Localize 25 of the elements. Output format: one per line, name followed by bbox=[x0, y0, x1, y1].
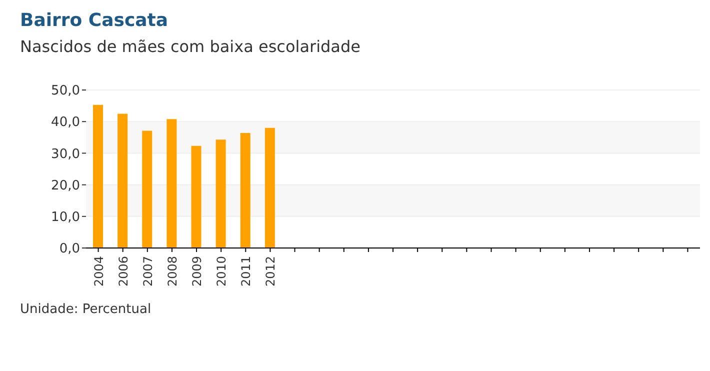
bar bbox=[216, 140, 226, 248]
x-tick-label: 2012 bbox=[264, 256, 278, 287]
chart-subtitle: Nascidos de mães com baixa escolaridade bbox=[20, 37, 360, 56]
bar bbox=[142, 130, 152, 248]
y-tick-label: 30,0 bbox=[51, 146, 80, 162]
text: Unidade: Percentual bbox=[20, 302, 152, 317]
bar bbox=[166, 119, 177, 248]
x-tick-label: 2008 bbox=[165, 256, 180, 287]
bar bbox=[264, 128, 275, 248]
y-tick-label: 10,0 bbox=[51, 210, 80, 226]
x-tick-label: 2007 bbox=[140, 256, 155, 287]
x-tick-label: 2006 bbox=[116, 256, 130, 287]
y-tick-label: 20,0 bbox=[51, 178, 80, 194]
bar bbox=[191, 146, 202, 248]
y-tick-label: 40,0 bbox=[51, 115, 80, 130]
y-tick-label: 0,0 bbox=[59, 242, 80, 257]
bar bbox=[240, 132, 250, 248]
x-tick-label: 2009 bbox=[190, 256, 204, 287]
y-tick-label: 50,0 bbox=[51, 84, 80, 99]
chart-title: Bairro Cascata bbox=[20, 10, 168, 31]
bar bbox=[118, 114, 128, 248]
x-tick-label: 2004 bbox=[92, 256, 106, 287]
bar bbox=[93, 104, 103, 248]
x-tick-label: 2011 bbox=[239, 256, 254, 287]
x-tick-label: 2010 bbox=[214, 256, 229, 287]
